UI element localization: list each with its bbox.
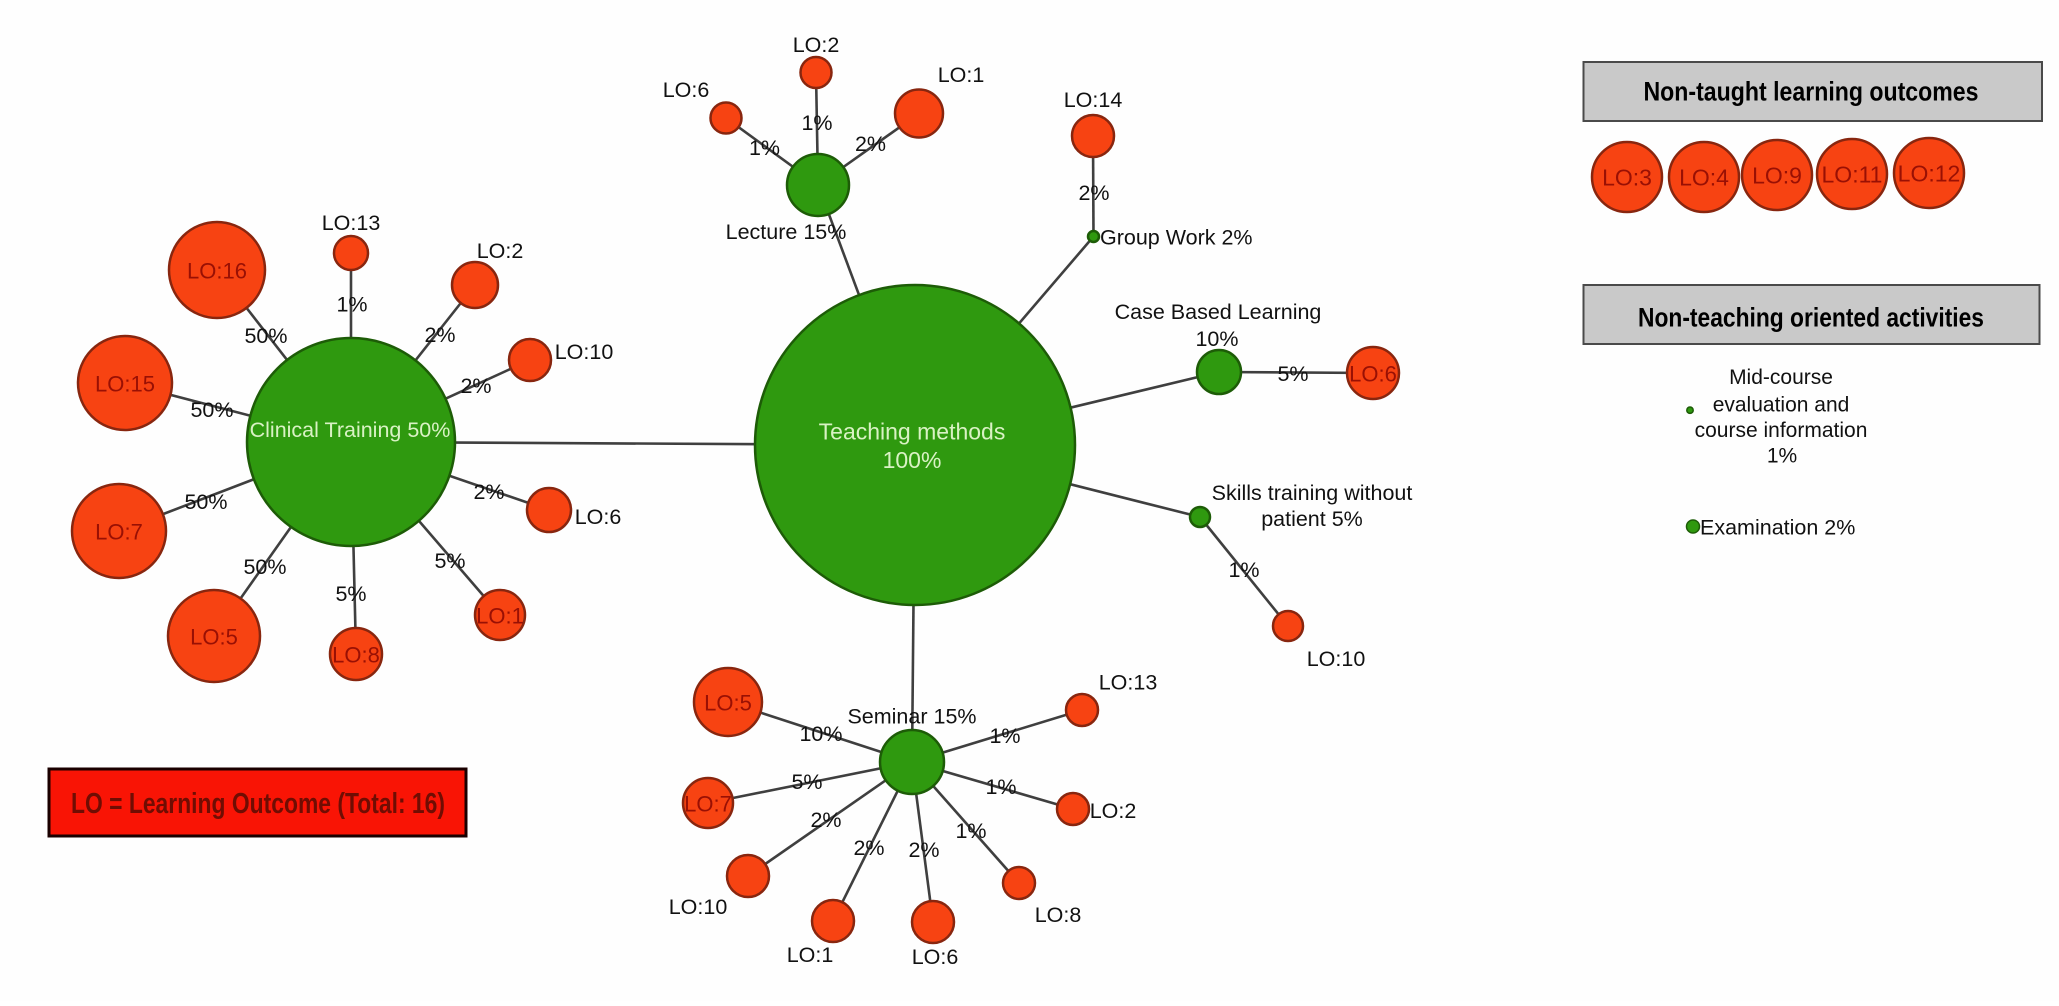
svg-text:1%: 1% <box>1767 445 1797 468</box>
svg-text:10%: 10% <box>1195 327 1238 351</box>
svg-text:Mid-course: Mid-course <box>1729 366 1833 389</box>
svg-text:5%: 5% <box>1277 362 1308 386</box>
svg-text:LO:1: LO:1 <box>938 63 985 87</box>
svg-text:LO:13: LO:13 <box>322 211 381 235</box>
svg-text:LO:1: LO:1 <box>787 943 834 967</box>
svg-text:1%: 1% <box>989 724 1020 748</box>
svg-text:2%: 2% <box>460 374 491 398</box>
svg-text:2%: 2% <box>853 836 884 860</box>
svg-text:LO:3: LO:3 <box>1602 165 1652 191</box>
svg-text:Non-teaching oriented activiti: Non-teaching oriented activities <box>1638 303 1984 333</box>
svg-text:evaluation and: evaluation and <box>1713 394 1850 417</box>
svg-text:LO:15: LO:15 <box>95 372 155 397</box>
svg-text:LO:13: LO:13 <box>1099 671 1158 695</box>
svg-text:1%: 1% <box>955 819 986 843</box>
svg-text:10%: 10% <box>799 722 842 746</box>
svg-text:LO:4: LO:4 <box>1679 165 1729 191</box>
svg-text:LO:6: LO:6 <box>575 505 622 529</box>
svg-text:Examination 2%: Examination 2% <box>1700 516 1855 540</box>
svg-text:LO:2: LO:2 <box>1090 799 1137 823</box>
svg-text:patient 5%: patient 5% <box>1261 507 1363 531</box>
svg-text:5%: 5% <box>791 770 822 794</box>
svg-text:5%: 5% <box>335 582 366 606</box>
svg-text:LO:6: LO:6 <box>912 945 959 969</box>
svg-text:LO:2: LO:2 <box>793 33 840 57</box>
svg-text:Case Based Learning: Case Based Learning <box>1115 300 1322 324</box>
svg-text:100%: 100% <box>883 447 942 473</box>
svg-text:2%: 2% <box>1078 181 1109 205</box>
svg-text:1%: 1% <box>1228 558 1259 582</box>
svg-text:5%: 5% <box>434 549 465 573</box>
svg-text:LO:5: LO:5 <box>190 625 238 650</box>
svg-text:2%: 2% <box>473 480 504 504</box>
svg-text:1%: 1% <box>749 136 780 160</box>
svg-text:LO:9: LO:9 <box>1752 163 1802 189</box>
svg-text:LO:5: LO:5 <box>704 691 752 716</box>
svg-text:50%: 50% <box>184 490 227 514</box>
svg-text:LO:6: LO:6 <box>663 78 710 102</box>
svg-text:2%: 2% <box>908 838 939 862</box>
svg-text:Skills training without: Skills training without <box>1212 481 1413 505</box>
svg-text:LO = Learning Outcome (Total:: LO = Learning Outcome (Total: 16) <box>71 788 445 820</box>
svg-text:LO:6: LO:6 <box>1349 362 1397 387</box>
svg-text:1%: 1% <box>985 775 1016 799</box>
svg-text:2%: 2% <box>810 808 841 832</box>
svg-text:1%: 1% <box>801 111 832 135</box>
svg-text:LO:8: LO:8 <box>1035 903 1082 927</box>
svg-text:course information: course information <box>1695 419 1868 442</box>
svg-text:2%: 2% <box>855 132 886 156</box>
svg-text:50%: 50% <box>190 398 233 422</box>
svg-text:LO:10: LO:10 <box>555 340 614 364</box>
svg-text:50%: 50% <box>243 555 286 579</box>
svg-text:LO:7: LO:7 <box>684 792 732 817</box>
svg-text:LO:10: LO:10 <box>669 895 728 919</box>
svg-text:Non-taught learning outcomes: Non-taught learning outcomes <box>1644 77 1979 107</box>
svg-text:LO:2: LO:2 <box>477 239 524 263</box>
svg-text:Lecture 15%: Lecture 15% <box>726 220 847 244</box>
svg-text:LO:14: LO:14 <box>1064 88 1123 112</box>
svg-text:LO:1: LO:1 <box>476 604 524 629</box>
svg-text:LO:11: LO:11 <box>1822 162 1883 188</box>
svg-text:Clinical Training 50%: Clinical Training 50% <box>250 418 451 442</box>
svg-text:Seminar 15%: Seminar 15% <box>847 705 976 729</box>
svg-text:LO:12: LO:12 <box>1898 161 1961 187</box>
svg-text:LO:7: LO:7 <box>95 520 143 545</box>
svg-text:Group Work 2%: Group Work 2% <box>1100 226 1253 250</box>
svg-text:LO:8: LO:8 <box>332 643 380 668</box>
svg-text:1%: 1% <box>336 293 367 317</box>
svg-text:50%: 50% <box>244 324 287 348</box>
svg-text:LO:16: LO:16 <box>187 259 247 284</box>
svg-text:LO:10: LO:10 <box>1307 647 1366 671</box>
svg-text:2%: 2% <box>424 323 455 347</box>
svg-text:Teaching methods: Teaching methods <box>819 419 1006 445</box>
